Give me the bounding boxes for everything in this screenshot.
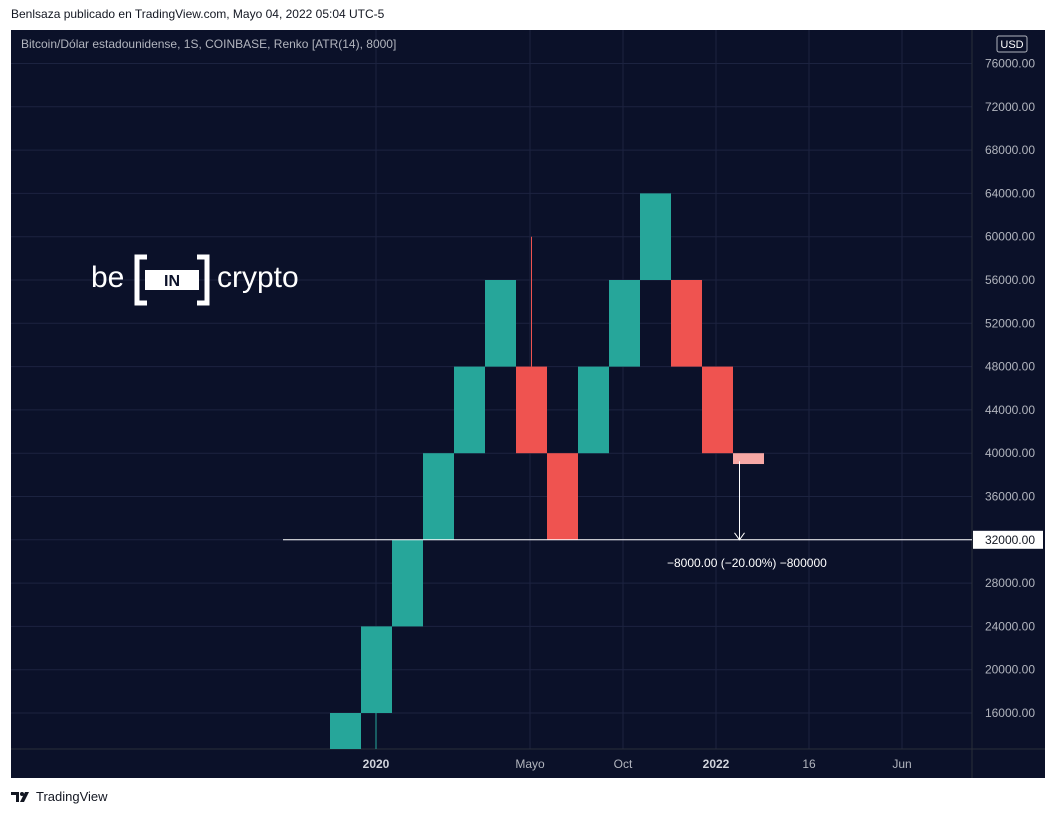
grid [11,30,972,749]
publish-info: Benlsaza publicado en TradingView.com, M… [11,7,385,21]
y-tick-label: 68000.00 [985,143,1035,157]
renko-brick-up [330,713,361,749]
renko-brick-up [392,539,423,627]
y-tick-label: 72000.00 [985,100,1035,114]
renko-brick-up [454,366,485,454]
renko-brick-up [485,280,516,367]
y-tick-label: 60000.00 [985,230,1035,244]
y-tick-label: 36000.00 [985,490,1035,504]
y-tick-label: 52000.00 [985,316,1035,330]
x-tick-label: Jun [892,757,911,771]
measure-arrow-icon [734,532,745,541]
measure-tool[interactable]: −8000.00 (−20.00%) −800000 [667,461,827,570]
chart-panel[interactable]: be IN crypto Bitcoin/Dólar estadounidens… [11,30,1045,778]
renko-brick-up [640,193,671,280]
y-tick-label: 48000.00 [985,360,1035,374]
y-tick-label: 28000.00 [985,576,1035,590]
renko-chart[interactable]: be IN crypto Bitcoin/Dólar estadounidens… [11,30,1045,778]
measure-label: −8000.00 (−20.00%) −800000 [667,556,827,570]
y-tick-label: 16000.00 [985,706,1035,720]
currency-label: USD [1000,39,1023,51]
x-tick-label: 2022 [703,757,730,771]
renko-brick-down [702,366,733,454]
y-tick-label: 44000.00 [985,403,1035,417]
y-tick-label: 56000.00 [985,273,1035,287]
renko-brick-down [516,366,547,454]
footer-brand: TradingView [36,789,108,804]
price-axis[interactable]: 16000.00 20000.00 24000.00 28000.00 36000.00… [973,57,1043,721]
y-tick-label: 24000.00 [985,619,1035,633]
x-tick-label: Oct [614,757,633,771]
y-tick-label: 20000.00 [985,663,1035,677]
y-tick-label: 64000.00 [985,186,1035,200]
renko-bricks [330,193,764,749]
watermark-be: be [91,261,124,294]
x-tick-label: 16 [802,757,816,771]
renko-brick-down [547,453,578,540]
renko-brick-up [578,366,609,454]
y-tick-label: 76000.00 [985,57,1035,71]
renko-brick-up [609,280,640,367]
axis-lines [11,30,1045,778]
currency-badge[interactable]: USD [996,35,1028,53]
y-tick-label: 40000.00 [985,446,1035,460]
level-price-badge [973,530,1043,549]
x-tick-label: 2020 [363,757,390,771]
projected-brick [733,453,764,465]
x-tick-label: Mayo [515,757,545,771]
watermark-in: IN [164,273,180,290]
renko-brick-down [671,280,702,367]
symbol-info: Bitcoin/Dólar estadounidense, 1S, COINBA… [21,37,396,51]
beincrypto-watermark: be IN crypto [91,254,299,306]
footer: TradingView [11,789,108,804]
watermark-in-mark: IN [134,254,210,306]
renko-brick-up [361,626,392,713]
renko-brick-up [423,453,454,540]
level-price-label: 32000.00 [985,533,1035,547]
tradingview-logo-icon [11,791,29,802]
time-axis[interactable]: 2020 Mayo Oct 2022 16 Jun [363,757,912,771]
watermark-crypto: crypto [217,261,299,294]
